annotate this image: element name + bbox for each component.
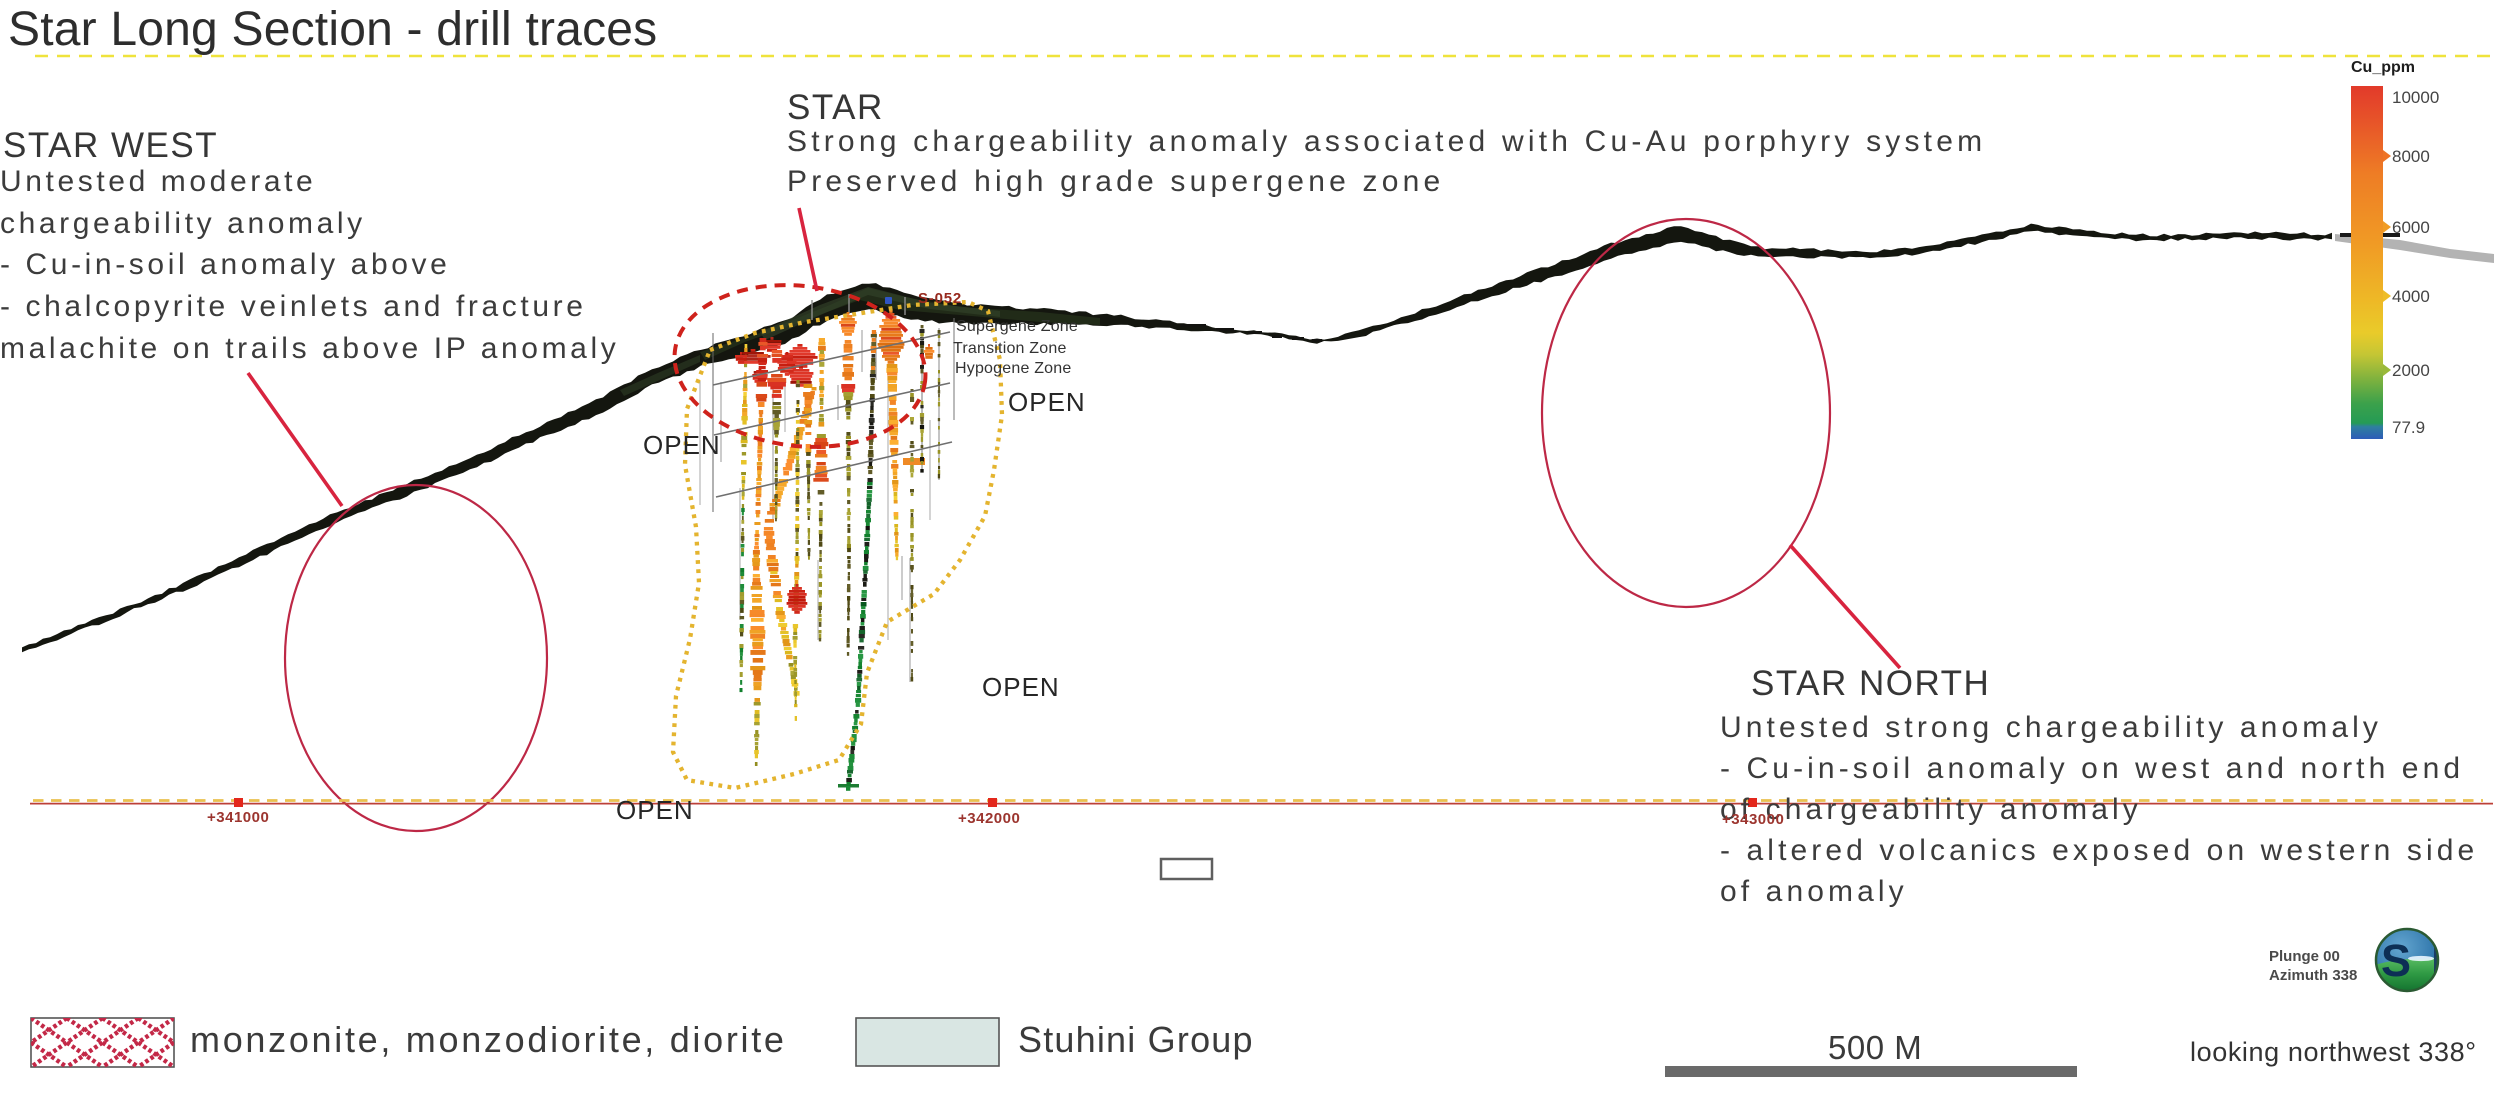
svg-text:S: S bbox=[2381, 935, 2411, 986]
